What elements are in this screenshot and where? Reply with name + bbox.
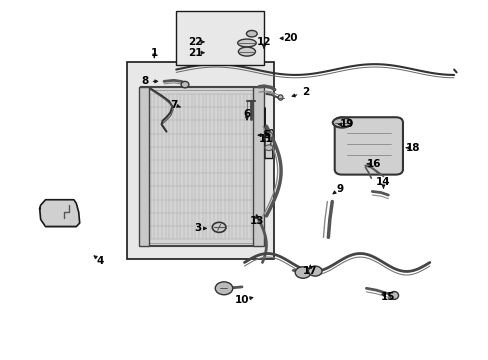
Ellipse shape xyxy=(332,118,350,128)
Circle shape xyxy=(264,132,272,138)
Circle shape xyxy=(212,222,225,232)
Text: 14: 14 xyxy=(375,177,390,187)
Ellipse shape xyxy=(246,31,257,37)
Text: 2: 2 xyxy=(301,87,308,97)
Text: 17: 17 xyxy=(303,266,317,276)
Bar xyxy=(145,90,256,243)
Text: 15: 15 xyxy=(380,292,395,302)
Text: 7: 7 xyxy=(170,100,177,110)
Bar xyxy=(141,87,260,246)
Text: 21: 21 xyxy=(188,48,203,58)
Ellipse shape xyxy=(238,47,255,56)
Text: 8: 8 xyxy=(141,76,148,86)
Text: 19: 19 xyxy=(339,120,353,129)
Circle shape xyxy=(308,266,322,276)
FancyBboxPatch shape xyxy=(334,117,402,175)
Text: 20: 20 xyxy=(283,33,298,43)
Text: 12: 12 xyxy=(256,37,271,47)
Bar xyxy=(253,87,264,246)
Circle shape xyxy=(215,282,232,295)
Bar xyxy=(139,87,149,246)
Text: 5: 5 xyxy=(262,130,269,140)
Text: 4: 4 xyxy=(97,256,104,266)
Text: 1: 1 xyxy=(150,48,158,58)
Text: 18: 18 xyxy=(405,143,419,153)
Circle shape xyxy=(264,145,272,150)
Bar xyxy=(176,12,264,65)
Text: 6: 6 xyxy=(243,109,250,119)
Text: 3: 3 xyxy=(194,224,202,233)
Ellipse shape xyxy=(237,39,256,47)
Ellipse shape xyxy=(278,95,283,100)
Text: 13: 13 xyxy=(249,216,264,226)
Polygon shape xyxy=(264,108,273,158)
Text: 10: 10 xyxy=(234,295,249,305)
Text: 22: 22 xyxy=(188,37,203,47)
Ellipse shape xyxy=(389,292,398,300)
Ellipse shape xyxy=(181,81,188,88)
Text: 11: 11 xyxy=(259,134,273,144)
Polygon shape xyxy=(40,200,80,226)
Circle shape xyxy=(295,267,310,278)
Bar xyxy=(127,62,273,259)
Text: 16: 16 xyxy=(366,159,380,169)
Text: 9: 9 xyxy=(335,184,343,194)
